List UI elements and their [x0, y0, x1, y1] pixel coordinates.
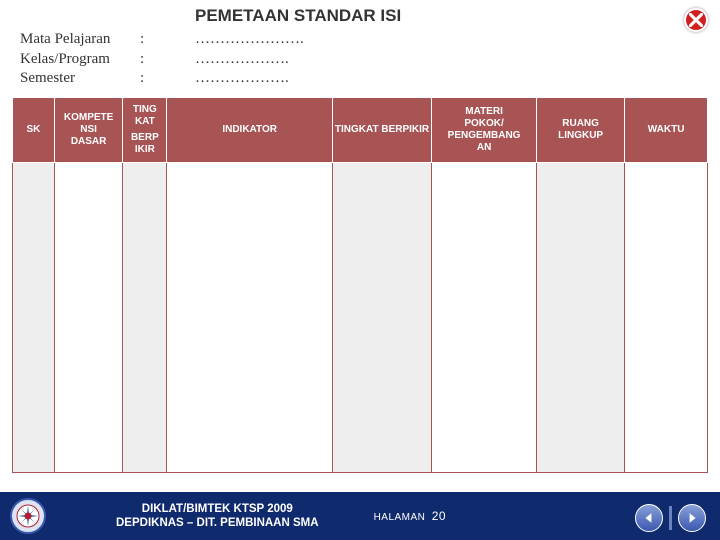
col-waktu: WAKTU — [625, 97, 708, 162]
cell — [432, 162, 537, 472]
meta-label: Kelas/Program — [20, 50, 140, 70]
page-indicator: HALAMAN 20 — [374, 509, 447, 523]
meta-label: Mata Pelajaran — [20, 30, 140, 50]
meta-value: ………………. — [195, 69, 289, 89]
col-indikator: INDIKATOR — [167, 97, 332, 162]
col-kompetensi: KOMPETENSIDASAR — [54, 97, 122, 162]
meta-colon: : — [140, 69, 195, 89]
triangle-left-icon — [643, 512, 655, 524]
meta-label: Semester — [20, 69, 140, 89]
cell — [54, 162, 122, 472]
meta-row: Mata Pelajaran : …………………. — [20, 30, 700, 50]
meta-value: ………………. — [195, 50, 289, 70]
col-tingkat-berpikir-2: TINGKAT BERPIKIR — [332, 97, 431, 162]
meta-block: Mata Pelajaran : …………………. Kelas/Program … — [0, 30, 720, 97]
col-materi: MATERIPOKOK/PENGEMBANGAN — [432, 97, 537, 162]
standards-table: SK KOMPETENSIDASAR TINGKATBERPIKIR INDIK… — [12, 97, 708, 473]
page-title: PEMETAAN STANDAR ISI — [195, 6, 700, 26]
table-header-row: SK KOMPETENSIDASAR TINGKATBERPIKIR INDIK… — [13, 97, 708, 162]
meta-colon: : — [140, 50, 195, 70]
cell — [332, 162, 431, 472]
meta-value: …………………. — [195, 30, 304, 50]
meta-row: Kelas/Program : ………………. — [20, 50, 700, 70]
col-sk: SK — [13, 97, 55, 162]
cell — [536, 162, 624, 472]
nav-controls — [635, 504, 706, 532]
cell — [13, 162, 55, 472]
nav-separator — [669, 506, 672, 530]
table-container: SK KOMPETENSIDASAR TINGKATBERPIKIR INDIK… — [0, 97, 720, 473]
page-label: HALAMAN — [374, 512, 426, 523]
table-row — [13, 162, 708, 472]
col-tingkat-berpikir-1: TINGKATBERPIKIR — [123, 97, 167, 162]
close-button[interactable] — [684, 8, 708, 32]
footer-bar: DIKLAT/BIMTEK KTSP 2009 DEPDIKNAS – DIT.… — [0, 492, 720, 540]
cell — [167, 162, 332, 472]
meta-colon: : — [140, 30, 195, 50]
cell — [625, 162, 708, 472]
footer-text: DIKLAT/BIMTEK KTSP 2009 DEPDIKNAS – DIT.… — [116, 502, 319, 531]
triangle-right-icon — [686, 512, 698, 524]
page-number: 20 — [432, 509, 446, 523]
header-bar: PEMETAAN STANDAR ISI — [0, 0, 720, 30]
close-icon — [689, 13, 703, 27]
prev-button[interactable] — [635, 504, 663, 532]
col-ruang: RUANG LINGKUP — [536, 97, 624, 162]
footer-line1: DIKLAT/BIMTEK KTSP 2009 — [116, 502, 319, 516]
cell — [123, 162, 167, 472]
ministry-logo-icon — [10, 498, 46, 534]
footer-line2: DEPDIKNAS – DIT. PEMBINAAN SMA — [116, 516, 319, 530]
next-button[interactable] — [678, 504, 706, 532]
meta-row: Semester : ………………. — [20, 69, 700, 89]
